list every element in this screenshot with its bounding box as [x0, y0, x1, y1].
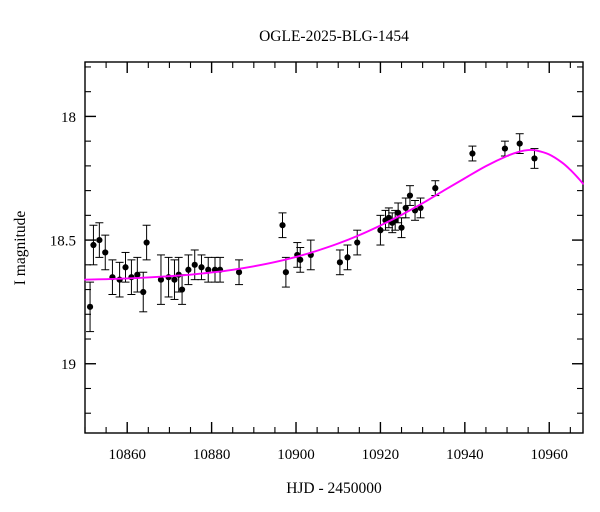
- data-point: [198, 264, 205, 271]
- data-point: [377, 227, 384, 234]
- data-point: [501, 145, 509, 152]
- y-tick-label: 18: [61, 110, 76, 126]
- data-point: [122, 264, 129, 271]
- axis-ticks: [84, 62, 583, 433]
- data-error-bars: [86, 133, 539, 333]
- x-tick-label: 10920: [362, 447, 400, 463]
- data-point: [96, 236, 103, 244]
- data-point: [297, 256, 304, 263]
- data-point: [336, 259, 344, 266]
- data-point: [531, 155, 538, 162]
- data-point: [469, 150, 476, 157]
- data-point: [282, 269, 289, 276]
- y-tick-label: 19: [61, 357, 76, 373]
- x-axis-label: HJD - 2450000: [286, 480, 382, 497]
- data-point: [279, 222, 286, 229]
- data-point: [398, 224, 405, 231]
- data-point: [432, 185, 439, 192]
- data-point: [516, 140, 523, 147]
- data-point: [344, 254, 351, 261]
- data-points: [86, 140, 538, 310]
- data-point: [171, 276, 178, 283]
- plot-title: OGLE-2025-BLG-1454: [259, 28, 409, 45]
- data-point: [205, 266, 212, 273]
- model-curve: [84, 148, 584, 281]
- data-point: [90, 241, 97, 249]
- data-point: [354, 239, 361, 246]
- data-point: [191, 261, 198, 268]
- data-point: [395, 209, 402, 216]
- data-point: [178, 286, 186, 293]
- data-point: [235, 269, 243, 276]
- data-point: [102, 249, 109, 256]
- x-tick-label: 10960: [530, 447, 568, 463]
- x-tick-label: 10900: [277, 447, 315, 463]
- data-point: [385, 214, 392, 221]
- x-tick-labels: 10860 10880 10900 10920 10940 10960: [108, 447, 568, 463]
- data-point: [140, 288, 147, 296]
- data-point: [143, 239, 150, 246]
- x-tick-label: 10940: [446, 447, 484, 463]
- y-tick-labels: 18 18.5 19: [50, 110, 76, 373]
- x-tick-label: 10880: [193, 447, 231, 463]
- data-point: [86, 303, 94, 310]
- x-tick-label: 10860: [108, 447, 146, 463]
- data-point: [134, 271, 141, 278]
- data-point: [406, 192, 414, 199]
- data-point: [185, 266, 192, 273]
- data-point: [157, 276, 165, 283]
- data-point: [402, 204, 409, 212]
- y-axis-label: I magnitude: [12, 211, 29, 286]
- plot-frame: [84, 61, 584, 434]
- data-point: [128, 274, 135, 281]
- y-tick-label: 18.5: [50, 234, 76, 250]
